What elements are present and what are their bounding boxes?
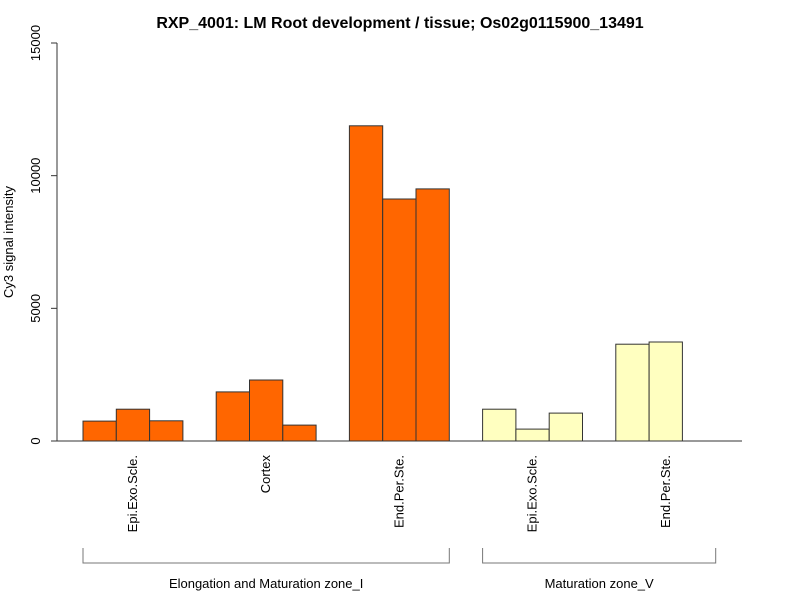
category-label: End.Per.Ste.: [658, 455, 673, 528]
bar: [615, 343, 650, 442]
bar: [215, 391, 250, 442]
y-tick-label: 0: [28, 437, 43, 444]
bar: [482, 408, 517, 442]
y-axis: 0 5000 10000 15000: [28, 25, 58, 445]
bar: [648, 341, 683, 442]
category-label: Cortex: [258, 455, 273, 494]
chart-title: RXP_4001: LM Root development / tissue; …: [156, 15, 643, 32]
bar: [149, 420, 184, 442]
category-label: End.Per.Ste.: [391, 455, 406, 528]
y-axis-label: Cy3 signal intensity: [1, 186, 16, 298]
group-brackets: Elongation and Maturation zone_I Maturati…: [82, 548, 717, 591]
bar: [515, 428, 550, 442]
category-label: Epi.Exo.Scle.: [525, 455, 540, 532]
bar: [249, 379, 284, 442]
bar: [348, 125, 384, 442]
group-label: Elongation and Maturation zone_I: [169, 576, 363, 591]
category-labels: Epi.Exo.Scle. Cortex End.Per.Ste. Epi.Exo.S…: [125, 455, 673, 533]
y-tick-label: 15000: [28, 25, 43, 61]
bar: [382, 198, 417, 442]
group-bracket: [82, 548, 450, 564]
group-label: Maturation zone_V: [545, 576, 654, 591]
group-bracket: [482, 548, 717, 564]
bar: [548, 412, 584, 442]
y-tick-label: 10000: [28, 158, 43, 194]
bars: [82, 125, 683, 442]
bar: [82, 420, 117, 442]
y-tick-label: 5000: [28, 294, 43, 323]
category-label: Epi.Exo.Scle.: [125, 455, 140, 532]
bar: [415, 188, 450, 442]
bar: [282, 424, 317, 442]
bar: [115, 408, 151, 442]
